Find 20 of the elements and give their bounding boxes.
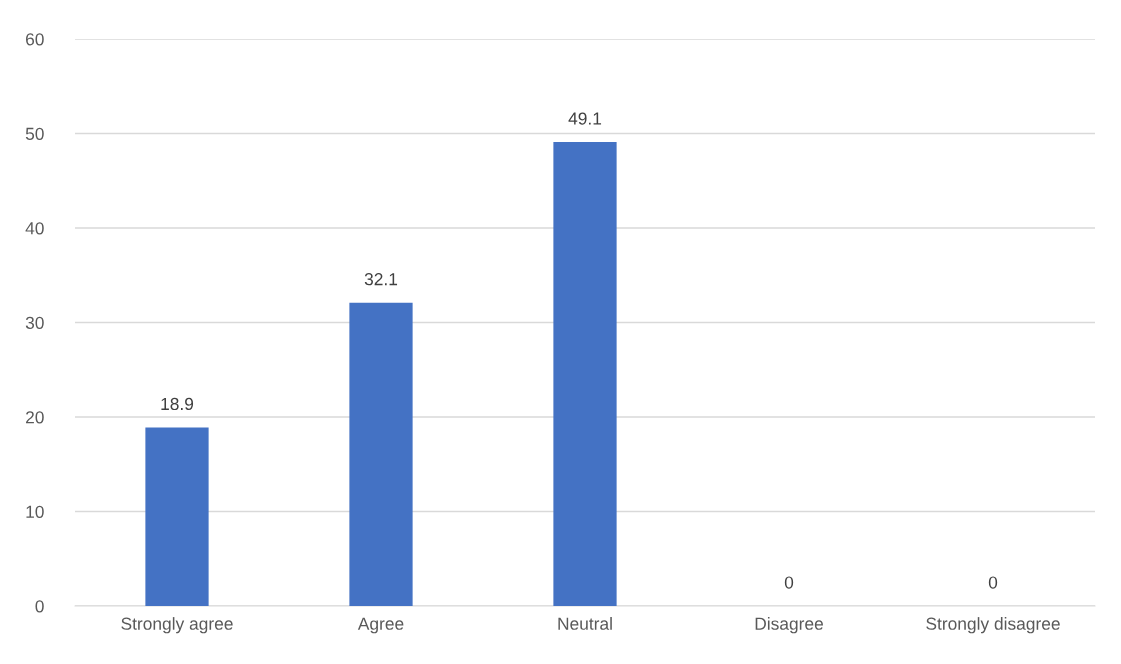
data-label: 0 (784, 576, 794, 589)
bar (553, 142, 617, 606)
data-label: 32.1 (364, 273, 398, 286)
y-tick-label: 20 (26, 411, 44, 424)
bar (145, 427, 209, 606)
y-tick-label: 0 (35, 600, 44, 613)
y-tick-label: 40 (25, 222, 44, 235)
y-tick-label: 10 (26, 505, 44, 518)
data-label: 0 (988, 576, 998, 589)
y-tick-label: 50 (25, 127, 44, 140)
x-tick-label: Agree (357, 617, 404, 634)
data-label: 18.9 (161, 397, 194, 411)
x-tick-label: Neutral (558, 617, 612, 630)
data-label: 49.1 (568, 112, 602, 125)
x-tick-label: Strongly agree (121, 617, 233, 634)
y-tick-label: 30 (25, 316, 44, 329)
x-tick-label: Disagree (755, 617, 823, 634)
x-tick-label: Strongly disagree (926, 617, 1060, 634)
bar (349, 302, 413, 606)
y-tick-label: 60 (26, 33, 44, 46)
